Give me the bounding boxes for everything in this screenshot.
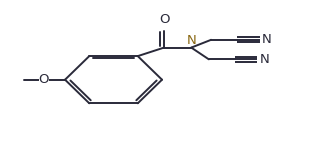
Text: N: N: [262, 33, 272, 46]
Text: N: N: [260, 53, 270, 66]
Text: N: N: [187, 34, 196, 47]
Text: O: O: [159, 13, 169, 26]
Text: O: O: [39, 73, 49, 86]
